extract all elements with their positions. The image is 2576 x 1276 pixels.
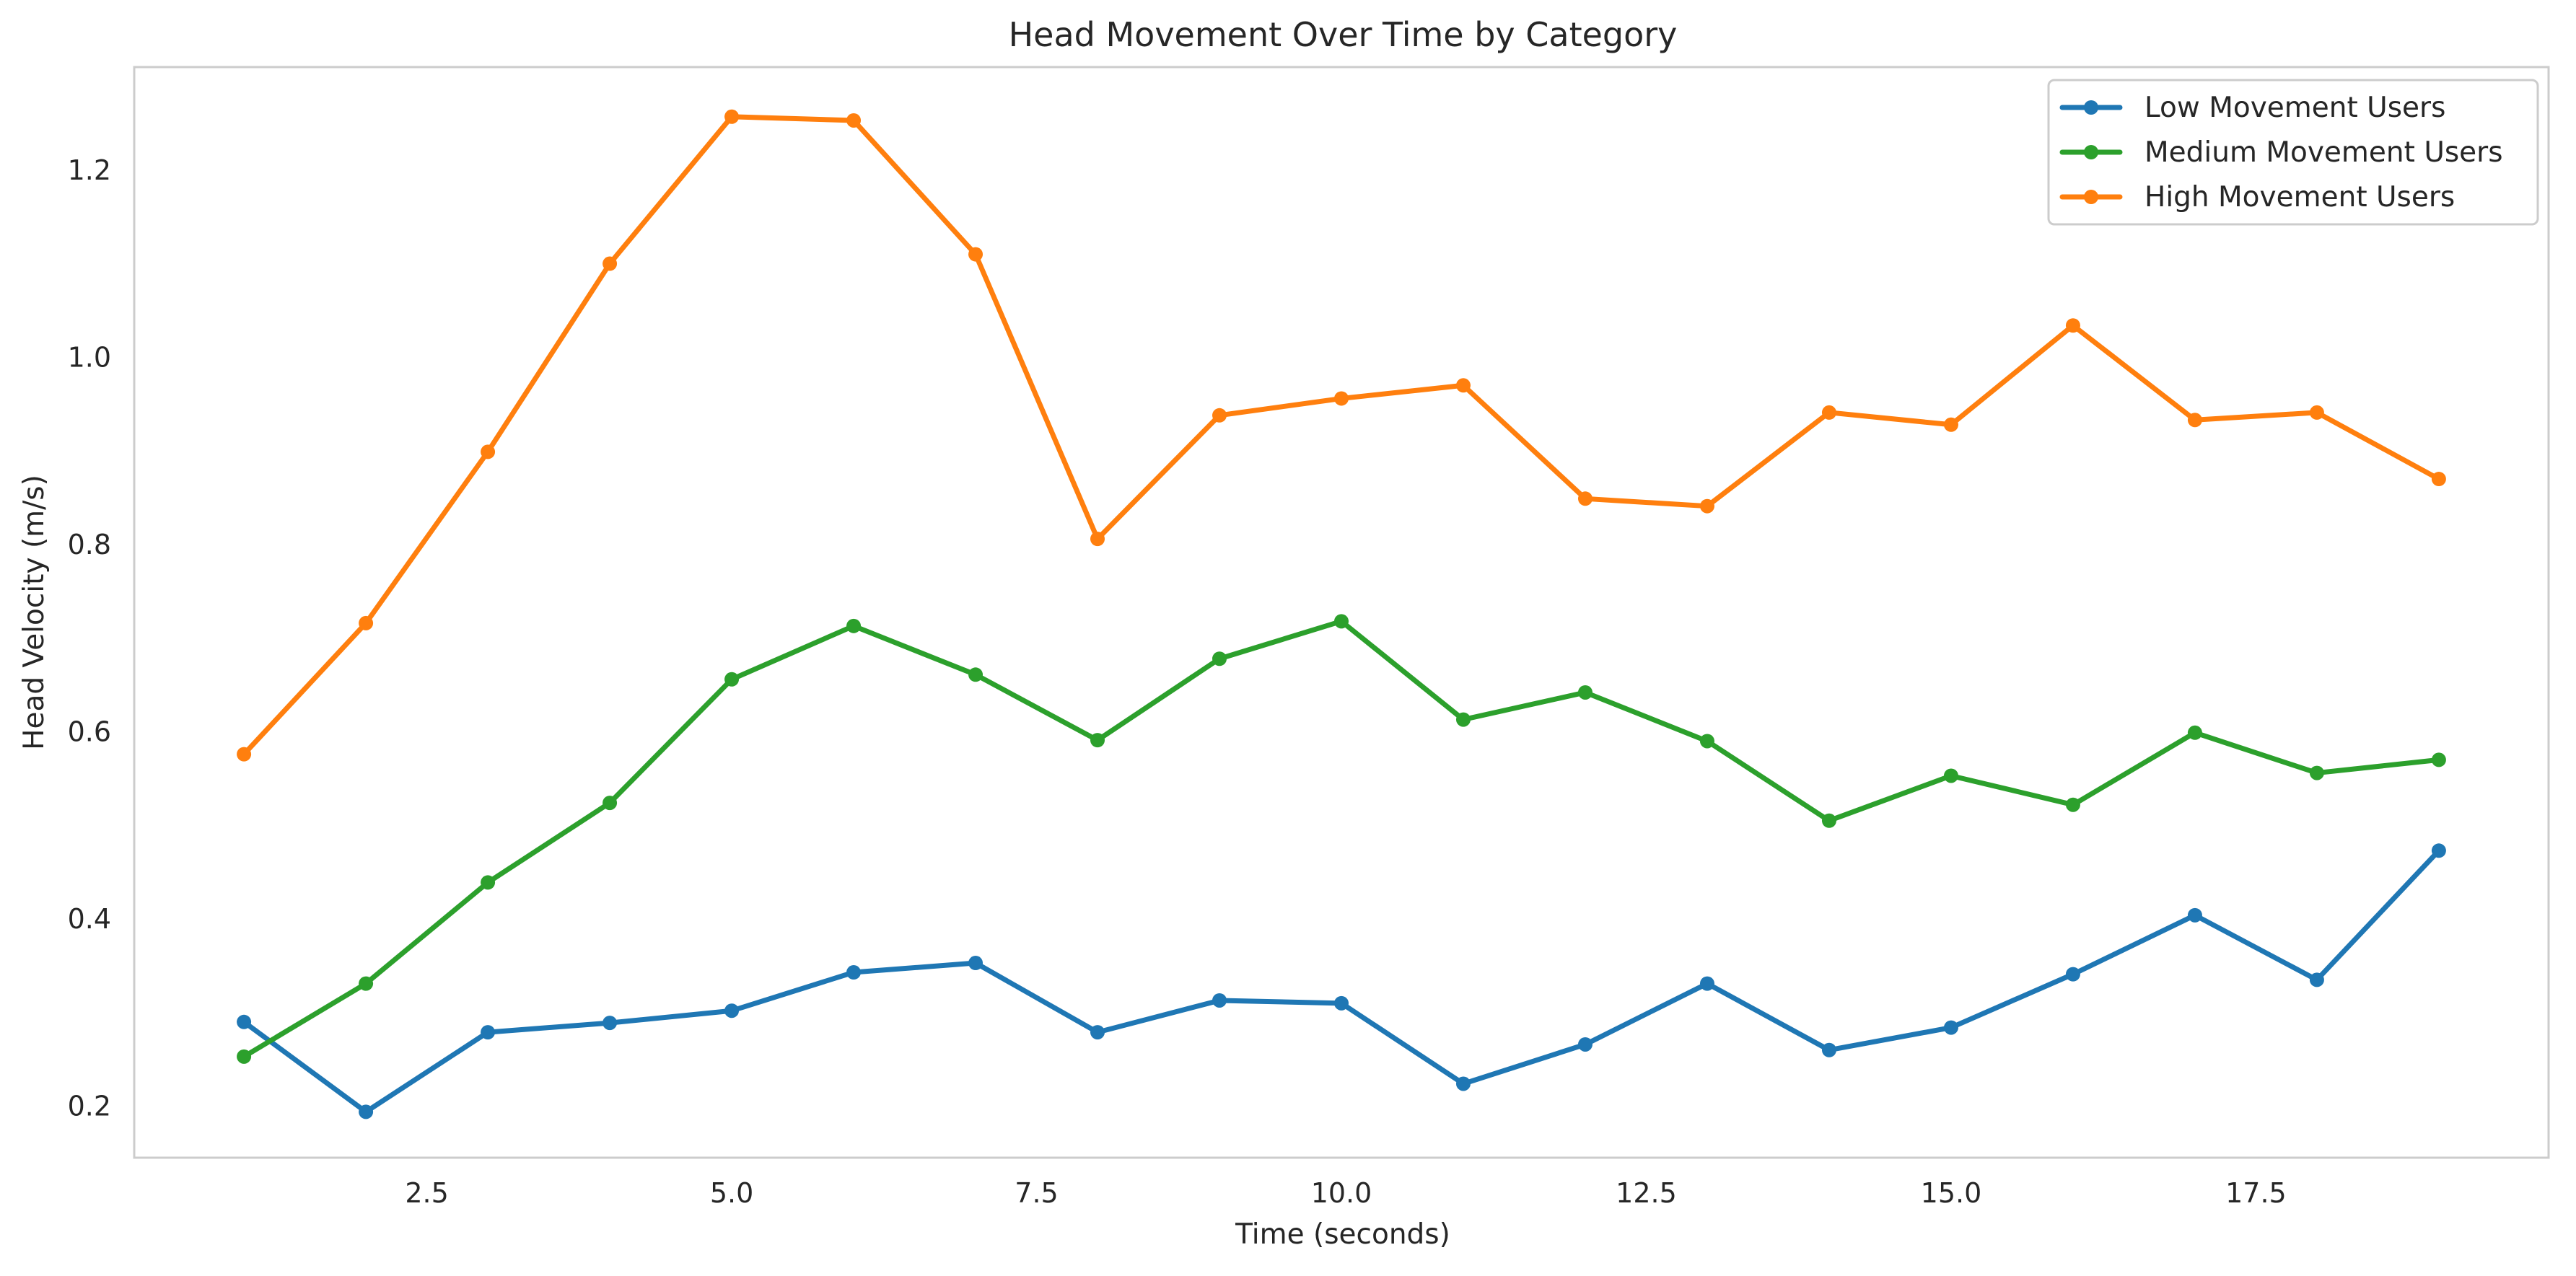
data-point xyxy=(603,256,618,271)
y-axis-ticks: 0.2 0.4 0.6 0.8 1.0 1.2 xyxy=(68,154,111,1122)
data-point xyxy=(968,247,983,262)
y-axis-label: Head Velocity (m/s) xyxy=(18,475,51,750)
data-point xyxy=(1334,391,1349,406)
data-point xyxy=(1577,1037,1593,1052)
data-point xyxy=(1090,532,1105,547)
data-point xyxy=(1212,408,1227,423)
data-point xyxy=(2187,413,2202,428)
data-point xyxy=(724,1003,740,1018)
data-point xyxy=(2187,725,2202,740)
data-point xyxy=(1212,993,1227,1008)
data-point xyxy=(1821,405,1836,420)
data-point xyxy=(1455,378,1471,393)
x-tick-label: 17.5 xyxy=(2225,1177,2287,1209)
x-axis-label: Time (seconds) xyxy=(1235,1218,1450,1251)
data-point xyxy=(1821,813,1836,828)
data-point xyxy=(1699,976,1714,991)
data-point xyxy=(2309,405,2324,420)
data-point xyxy=(1455,1076,1471,1091)
y-tick-label: 1.0 xyxy=(68,341,111,373)
data-point xyxy=(968,956,983,971)
data-point xyxy=(1455,712,1471,727)
series-layer xyxy=(237,109,2446,1119)
data-point xyxy=(1577,685,1593,700)
data-point xyxy=(2187,907,2202,923)
y-tick-label: 0.4 xyxy=(68,903,111,935)
legend-swatch-marker xyxy=(2084,100,2098,115)
data-point xyxy=(1699,734,1714,749)
x-tick-label: 7.5 xyxy=(1015,1177,1058,1209)
legend-swatch-marker xyxy=(2084,145,2098,159)
data-point xyxy=(2431,843,2446,858)
data-point xyxy=(1334,995,1349,1011)
data-point xyxy=(2431,752,2446,767)
legend-label: High Movement Users xyxy=(2145,181,2455,214)
data-point xyxy=(237,1014,252,1029)
data-point xyxy=(2065,967,2080,982)
y-tick-label: 1.2 xyxy=(68,154,111,186)
data-point xyxy=(846,113,862,128)
data-point xyxy=(2431,472,2446,487)
data-point xyxy=(846,618,862,633)
data-point xyxy=(1943,1020,1958,1035)
x-tick-label: 2.5 xyxy=(405,1177,448,1209)
data-point xyxy=(2309,972,2324,987)
data-point xyxy=(237,747,252,762)
data-point xyxy=(1943,417,1958,432)
data-point xyxy=(481,1025,496,1040)
chart-title: Head Movement Over Time by Category xyxy=(1009,15,1678,54)
data-point xyxy=(359,1104,374,1119)
series-0 xyxy=(237,843,2446,1119)
series-1 xyxy=(237,614,2446,1064)
data-point xyxy=(481,875,496,890)
x-tick-label: 10.0 xyxy=(1311,1177,1372,1209)
legend-swatch-marker xyxy=(2084,190,2098,204)
legend-label: Low Movement Users xyxy=(2145,92,2445,124)
data-point xyxy=(1334,614,1349,629)
data-point xyxy=(481,444,496,459)
data-point xyxy=(1577,491,1593,506)
data-point xyxy=(1090,1025,1105,1040)
data-point xyxy=(2065,797,2080,812)
x-tick-label: 12.5 xyxy=(1616,1177,1677,1209)
data-point xyxy=(846,965,862,980)
legend: Low Movement Users Medium Movement Users H… xyxy=(2047,79,2539,226)
data-point xyxy=(1821,1042,1836,1057)
legend-box xyxy=(2047,79,2539,226)
x-tick-label: 5.0 xyxy=(710,1177,753,1209)
data-point xyxy=(359,615,374,630)
data-point xyxy=(724,672,740,687)
x-tick-label: 15.0 xyxy=(1921,1177,1982,1209)
data-point xyxy=(1090,733,1105,748)
y-tick-label: 0.2 xyxy=(68,1091,111,1122)
data-point xyxy=(724,109,740,124)
data-point xyxy=(1699,498,1714,514)
data-point xyxy=(1943,768,1958,783)
data-point xyxy=(1212,651,1227,666)
y-tick-label: 0.8 xyxy=(68,529,111,560)
x-axis-ticks: 2.5 5.0 7.5 10.0 12.5 15.0 17.5 xyxy=(405,1177,2286,1209)
data-point xyxy=(603,1016,618,1031)
data-point xyxy=(237,1049,252,1064)
series-2 xyxy=(237,109,2446,762)
data-point xyxy=(968,667,983,682)
legend-label: Medium Movement Users xyxy=(2145,136,2503,169)
y-tick-label: 0.6 xyxy=(68,716,111,747)
data-point xyxy=(603,796,618,811)
data-point xyxy=(359,976,374,991)
data-point xyxy=(2065,318,2080,333)
plot-area-frame xyxy=(133,66,2550,1159)
data-point xyxy=(2309,765,2324,780)
